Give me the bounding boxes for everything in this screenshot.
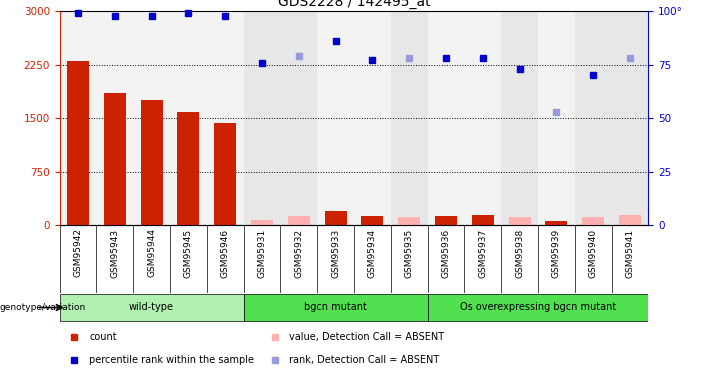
Bar	[215, 123, 236, 225]
Text: wild-type: wild-type	[129, 303, 174, 312]
Bar	[60, 11, 96, 225]
Bar	[575, 11, 612, 225]
Bar	[67, 61, 89, 225]
Bar	[545, 221, 568, 225]
Text: GSM95943: GSM95943	[110, 228, 119, 278]
Bar	[435, 216, 457, 225]
Bar	[207, 11, 244, 225]
Text: GSM95939: GSM95939	[552, 228, 561, 278]
Bar	[170, 11, 207, 225]
Bar	[244, 11, 280, 225]
Bar	[280, 11, 318, 225]
Bar	[391, 11, 428, 225]
Bar	[354, 11, 391, 225]
Bar	[612, 11, 648, 225]
Text: GSM95942: GSM95942	[74, 228, 83, 278]
Text: genotype/variation: genotype/variation	[0, 303, 86, 312]
Bar	[472, 215, 494, 225]
Bar	[97, 11, 133, 225]
Text: GSM95933: GSM95933	[331, 228, 340, 278]
Bar	[177, 112, 200, 225]
Text: count: count	[89, 332, 116, 342]
Text: GSM95938: GSM95938	[515, 228, 524, 278]
Bar	[317, 11, 354, 225]
Text: GSM95941: GSM95941	[625, 228, 634, 278]
FancyBboxPatch shape	[428, 294, 648, 321]
Text: GSM95945: GSM95945	[184, 228, 193, 278]
Bar	[362, 216, 383, 225]
Text: GSM95934: GSM95934	[368, 228, 377, 278]
Text: GSM95936: GSM95936	[442, 228, 451, 278]
Bar	[140, 100, 163, 225]
Text: GSM95937: GSM95937	[478, 228, 487, 278]
Bar	[428, 11, 465, 225]
Bar	[251, 220, 273, 225]
Text: bgcn mutant: bgcn mutant	[304, 303, 367, 312]
Bar	[538, 11, 575, 225]
Bar	[398, 217, 420, 225]
Bar	[619, 215, 641, 225]
Text: GSM95931: GSM95931	[257, 228, 266, 278]
Bar	[583, 217, 604, 225]
Text: value, Detection Call = ABSENT: value, Detection Call = ABSENT	[290, 332, 444, 342]
Bar	[104, 93, 126, 225]
Text: GSM95940: GSM95940	[589, 228, 598, 278]
Text: GSM95944: GSM95944	[147, 228, 156, 278]
Bar	[288, 216, 310, 225]
FancyBboxPatch shape	[60, 294, 244, 321]
Text: GSM95932: GSM95932	[294, 228, 304, 278]
Text: Os overexpressing bgcn mutant: Os overexpressing bgcn mutant	[460, 303, 616, 312]
Bar	[501, 11, 538, 225]
Bar	[465, 11, 501, 225]
Title: GDS2228 / 142495_at: GDS2228 / 142495_at	[278, 0, 430, 9]
FancyBboxPatch shape	[244, 294, 428, 321]
Text: GSM95946: GSM95946	[221, 228, 230, 278]
Text: GSM95935: GSM95935	[404, 228, 414, 278]
Bar	[509, 217, 531, 225]
Bar	[325, 211, 347, 225]
Text: percentile rank within the sample: percentile rank within the sample	[89, 355, 254, 365]
Bar	[133, 11, 170, 225]
Text: rank, Detection Call = ABSENT: rank, Detection Call = ABSENT	[290, 355, 440, 365]
